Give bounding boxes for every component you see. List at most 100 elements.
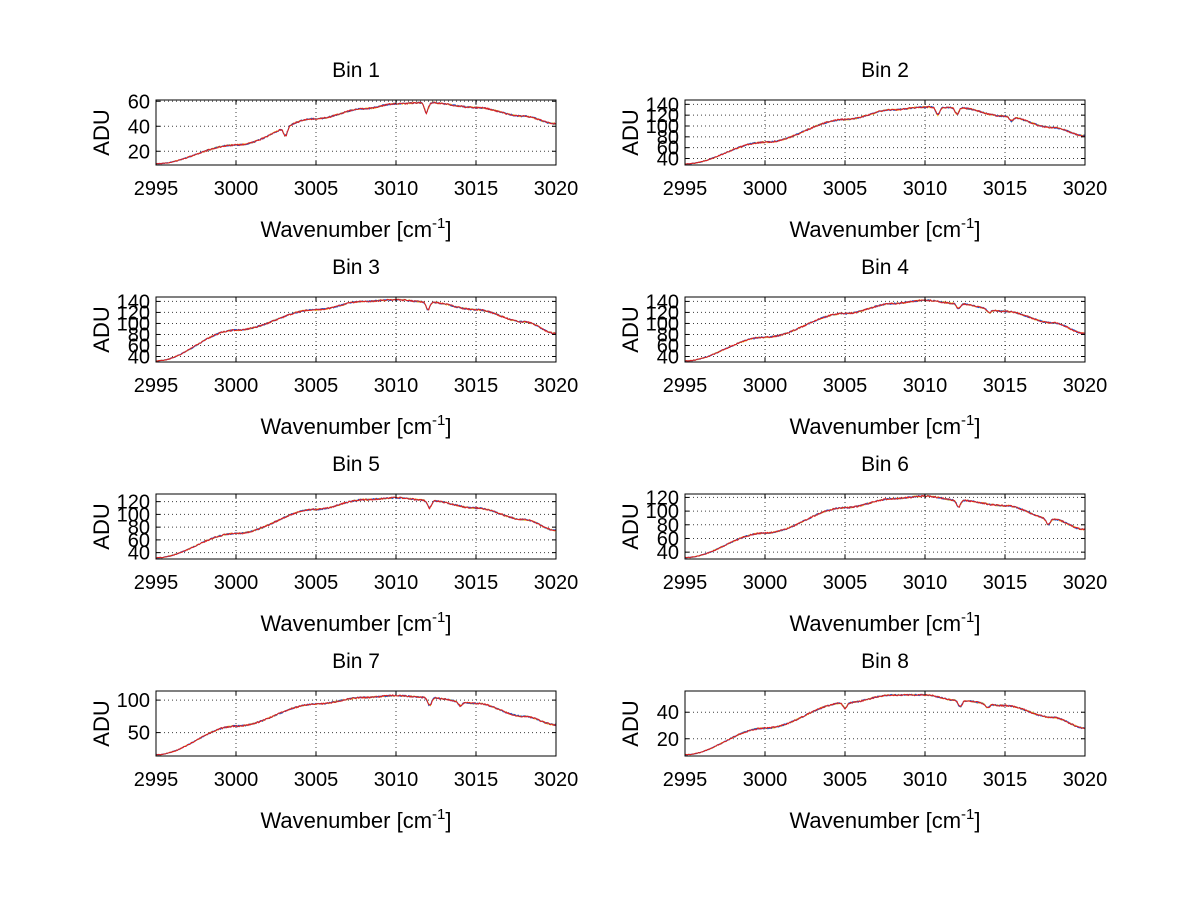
x-tick-label: 3015 (983, 178, 1028, 200)
x-tick-label: 2995 (663, 375, 708, 397)
x-tick-label: 3020 (1063, 178, 1108, 200)
y-tick-label: 120 (117, 302, 150, 324)
series-line-1 (156, 694, 557, 756)
series-line-3 (155, 298, 557, 362)
y-tick-label: 40 (128, 346, 150, 368)
x-tick-label: 3015 (454, 178, 499, 200)
x-tick-label: 3015 (983, 375, 1028, 397)
series-line-2 (684, 299, 1086, 362)
plot-frame (684, 690, 1086, 757)
y-tick-label: 60 (128, 335, 150, 357)
plot-frame (155, 493, 557, 560)
x-tick-label: 2995 (663, 769, 708, 791)
series-line-2 (155, 694, 557, 756)
y-axis-label: ADU (89, 109, 114, 155)
x-tick-label: 3005 (823, 769, 868, 791)
x-tick-label: 3010 (903, 572, 948, 594)
chart-panel-7: 2995 3000 3005 3010 3015 3020 50 100 Bin 7 Wavenu… (89, 650, 578, 833)
x-tick-label: 3000 (214, 375, 259, 397)
x-axis-label: Wavenumber [cm-1] (789, 609, 980, 636)
y-tick-label: 80 (657, 324, 679, 346)
x-tick-label: 3020 (1063, 572, 1108, 594)
y-tick-label: 100 (646, 116, 679, 138)
x-tick-label: 3010 (374, 572, 419, 594)
y-tick-label: 120 (646, 302, 679, 324)
y-tick-label: 80 (657, 127, 679, 149)
series-line-1 (684, 494, 1085, 559)
x-axis-label: Wavenumber [cm-1] (260, 806, 451, 833)
y-tick-label: 40 (657, 542, 679, 564)
x-tick-label: 3020 (534, 572, 579, 594)
y-tick-label: 60 (128, 91, 150, 113)
y-axis-label: ADU (618, 503, 643, 549)
y-tick-label: 100 (646, 313, 679, 335)
x-tick-label: 3015 (983, 769, 1028, 791)
series-line-3 (155, 101, 557, 165)
x-tick-label: 3020 (1063, 375, 1108, 397)
x-axis-label: Wavenumber [cm-1] (789, 412, 980, 439)
plot-frame (684, 493, 1086, 560)
x-tick-label: 3005 (294, 572, 339, 594)
x-tick-label: 3020 (534, 375, 579, 397)
y-tick-label: 100 (117, 504, 150, 526)
y-tick-label: 80 (128, 324, 150, 346)
x-tick-label: 2995 (663, 178, 708, 200)
series-line-3 (684, 494, 1086, 559)
x-tick-label: 3010 (903, 769, 948, 791)
x-tick-label: 3005 (294, 769, 339, 791)
series-line-3 (155, 496, 556, 559)
x-tick-label: 3000 (743, 375, 788, 397)
chart-panel-8: 2995 3000 3005 3010 3015 3020 20 40 Bin 8 Wavenum… (618, 650, 1107, 833)
x-axis-label: Wavenumber [cm-1] (789, 215, 980, 242)
chart-title: Bin 3 (332, 256, 380, 279)
y-tick-label: 40 (128, 543, 150, 565)
x-tick-label: 3020 (534, 178, 579, 200)
series-line-1 (155, 298, 557, 362)
series-line-3 (684, 693, 1086, 756)
plot-frame (684, 296, 1086, 363)
y-tick-label: 120 (646, 487, 679, 509)
chart-panel-1: 2995 3000 3005 3010 3015 3020 20 40 60 Bin 1 Waven… (89, 59, 578, 242)
y-tick-label: 60 (657, 528, 679, 550)
x-tick-label: 3015 (983, 572, 1028, 594)
series-line-2 (685, 495, 1086, 559)
y-axis-label: ADU (618, 109, 643, 155)
y-tick-label: 80 (128, 517, 150, 539)
x-tick-label: 3020 (534, 769, 579, 791)
x-tick-label: 3010 (374, 769, 419, 791)
y-tick-label: 60 (657, 335, 679, 357)
chart-title: Bin 8 (861, 650, 909, 673)
series-line-2 (684, 693, 1086, 756)
y-tick-label: 60 (128, 530, 150, 552)
x-tick-label: 3015 (454, 572, 499, 594)
chart-title: Bin 5 (332, 453, 380, 476)
y-axis-label: ADU (89, 306, 114, 352)
x-tick-label: 2995 (663, 572, 708, 594)
x-tick-label: 3005 (294, 375, 339, 397)
y-axis-label: ADU (89, 503, 114, 549)
x-tick-label: 3000 (743, 769, 788, 791)
x-tick-label: 2995 (134, 178, 179, 200)
y-tick-label: 40 (657, 149, 679, 171)
y-tick-label: 120 (646, 105, 679, 127)
plot-frame (684, 99, 1086, 166)
x-tick-label: 2995 (134, 572, 179, 594)
series-line-1 (684, 693, 1086, 756)
x-tick-label: 3010 (374, 375, 419, 397)
x-tick-label: 3020 (1063, 769, 1108, 791)
y-axis-label: ADU (618, 306, 643, 352)
y-axis-label: ADU (618, 700, 643, 746)
y-tick-label: 50 (128, 723, 150, 745)
series-line-3 (156, 694, 557, 756)
x-tick-label: 3005 (294, 178, 339, 200)
x-tick-label: 3000 (214, 572, 259, 594)
x-tick-label: 2995 (134, 375, 179, 397)
chart-title: Bin 1 (332, 59, 380, 82)
y-tick-label: 20 (657, 729, 679, 751)
x-tick-label: 3005 (823, 375, 868, 397)
